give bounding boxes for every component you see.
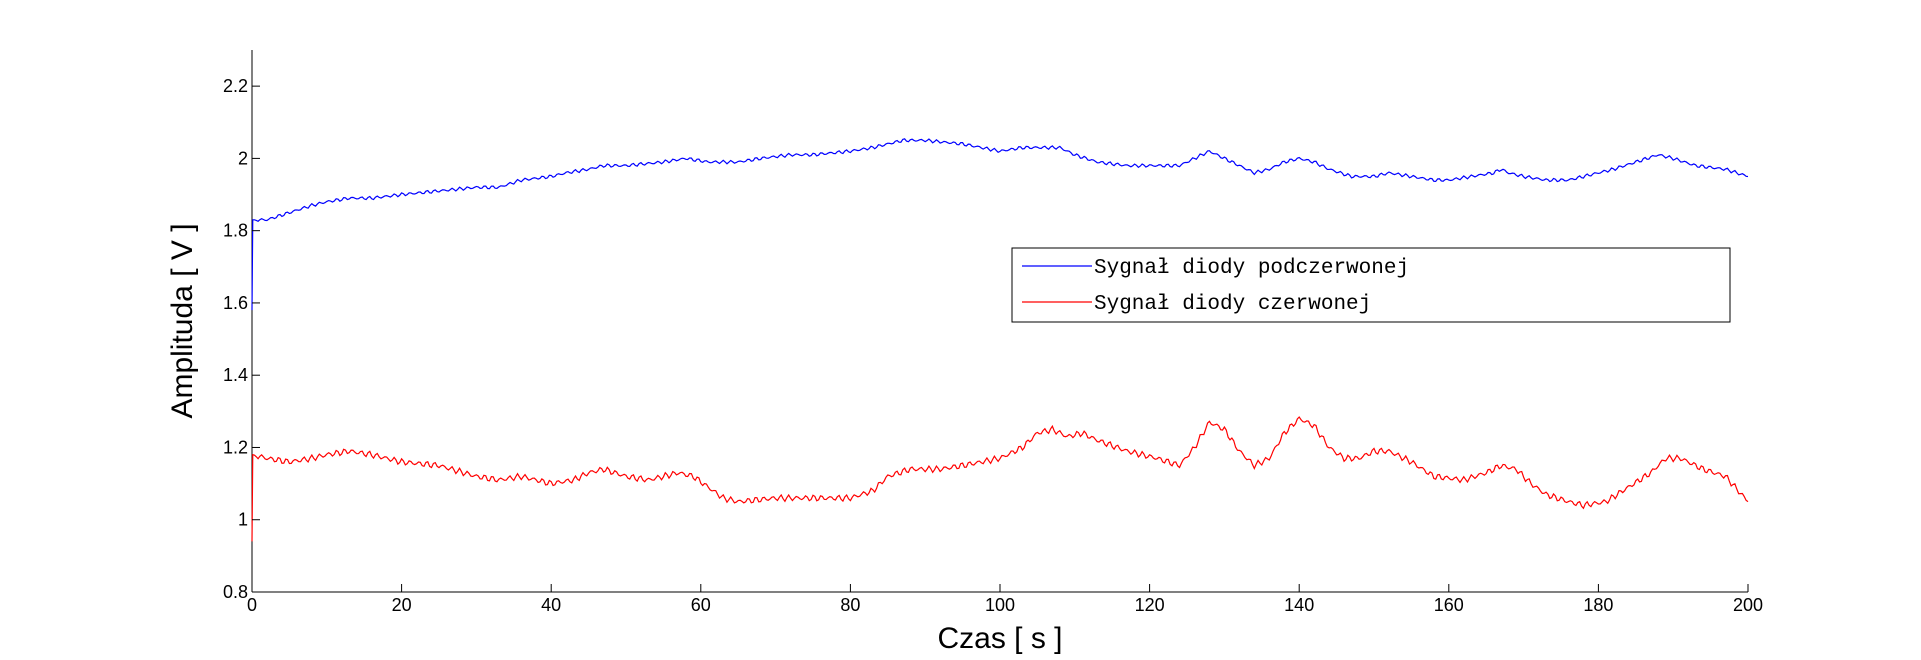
series-layer [251,138,1749,542]
x-tick-label: 40 [541,595,561,615]
y-tick-label: 2.2 [223,76,248,96]
x-tick-label: 100 [985,595,1015,615]
x-axis-title: Czas [ s ] [937,622,1062,655]
x-tick-label: 120 [1135,595,1165,615]
y-tick-label: 1 [238,510,248,530]
series-line-1 [251,416,1749,542]
x-tick-label: 0 [247,595,257,615]
legend: Sygnał diody podczerwonej Sygnał diody c… [1011,247,1731,323]
y-tick-label: 2 [238,148,248,168]
y-tick-label: 0.8 [223,582,248,602]
x-tick-label: 160 [1434,595,1464,615]
x-tick-label: 20 [392,595,412,615]
y-tick-label: 1.4 [223,365,248,385]
y-axis-title: Amplituda [ V ] [166,223,199,418]
x-tick-label: 200 [1733,595,1763,615]
legend-label-ir: Sygnał diody podczerwonej [1094,257,1409,280]
y-axis: 0.8 1 1.2 1.4 1.6 1.8 2 2.2 [223,76,260,602]
x-tick-label: 180 [1583,595,1613,615]
y-tick-label: 1.6 [223,293,248,313]
series-line-0 [251,138,1749,311]
x-tick-label: 60 [691,595,711,615]
x-tick-label: 80 [840,595,860,615]
y-tick-label: 1.2 [223,437,248,457]
y-tick-label: 1.8 [223,221,248,241]
x-tick-label: 140 [1284,595,1314,615]
legend-label-red: Sygnał diody czerwonej [1094,293,1371,316]
legend-box [1011,247,1731,323]
x-axis: 0 20 40 60 80 100 120 140 160 180 200 [247,584,1763,615]
